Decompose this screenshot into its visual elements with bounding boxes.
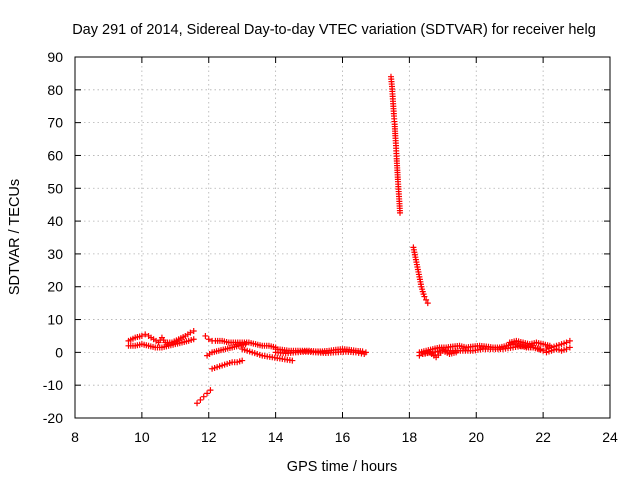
data-point [421,293,428,300]
data-point [200,393,207,400]
data-point [205,336,212,343]
data-point [194,400,201,407]
x-axis-label: GPS time / hours [287,459,397,475]
grid-lines [75,57,610,418]
data-point [197,396,204,403]
axis-ticks: 8 10 12 14 16 18 20 22 24 -20 -10 0 10 20 30 40 50 60 70 80… [43,49,618,445]
data-point [239,357,246,364]
data-point [416,352,423,359]
data-point [207,387,214,394]
data-point [242,341,249,348]
chart-title: Day 291 of 2014, Sidereal Day-to-day VTE… [72,22,596,38]
y-tick-label: 10 [47,312,63,328]
x-tick-label: 22 [535,429,551,445]
y-axis-label: SDTVAR / TECUs [7,179,23,295]
data-point [566,337,573,344]
x-tick-label: 12 [201,429,217,445]
data-point [142,331,149,338]
x-tick-label: 16 [335,429,351,445]
y-tick-label: 50 [47,180,63,196]
data-point [423,296,430,303]
y-tick-label: 30 [47,246,63,262]
y-tick-label: 40 [47,213,63,229]
y-tick-label: 20 [47,279,63,295]
data-point [424,300,431,307]
x-tick-label: 18 [402,429,418,445]
y-tick-label: -10 [43,377,63,393]
data-point [202,332,209,339]
data-point [204,390,211,397]
data-point [563,339,570,346]
x-tick-label: 24 [602,429,618,445]
data-point [190,328,197,335]
data-point [566,344,573,351]
x-tick-label: 8 [71,429,79,445]
data-point [138,332,145,339]
x-tick-label: 20 [468,429,484,445]
data-points [125,73,573,407]
x-tick-label: 10 [134,429,150,445]
y-tick-label: 80 [47,82,63,98]
x-tick-label: 14 [268,429,284,445]
data-point [397,209,404,216]
y-tick-label: -20 [43,410,63,426]
data-point [453,349,460,356]
data-point [289,357,296,364]
y-tick-label: 90 [47,49,63,65]
data-point [540,347,547,354]
y-tick-label: 0 [55,344,63,360]
data-point [190,336,197,343]
data-point [361,351,368,358]
y-tick-label: 60 [47,147,63,163]
data-point [187,329,194,336]
data-point [563,346,570,353]
y-tick-label: 70 [47,115,63,131]
